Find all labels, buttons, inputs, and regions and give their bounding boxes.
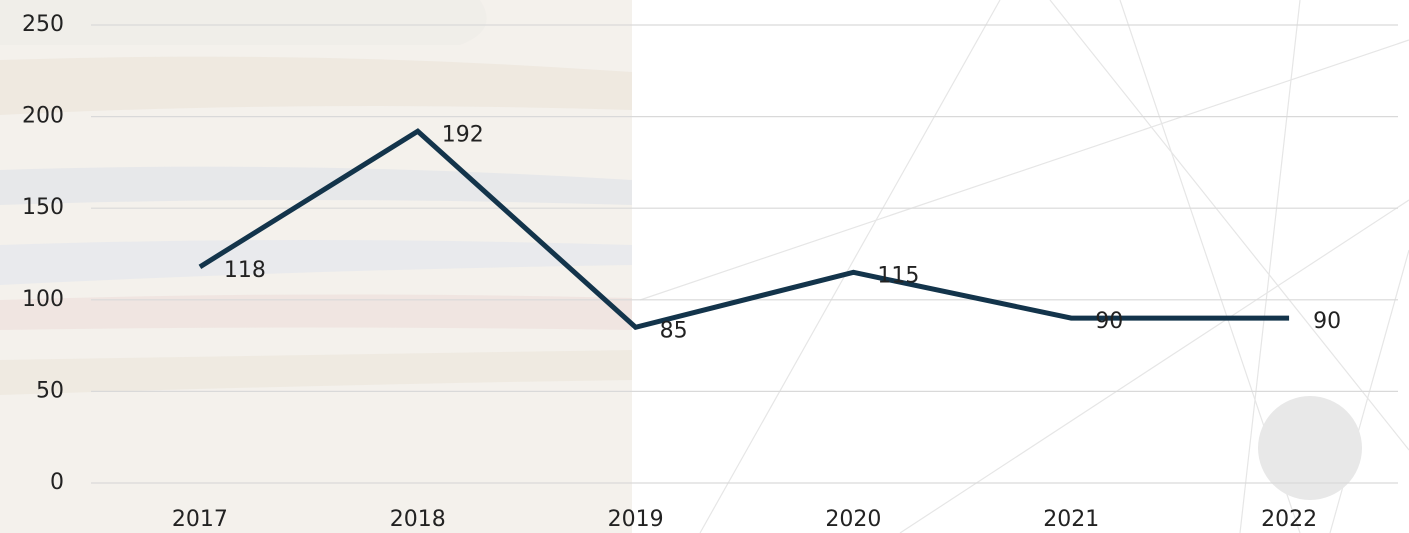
- x-tick-label: 2018: [390, 507, 446, 532]
- y-tick-label: 250: [22, 12, 64, 37]
- x-tick-label: 2019: [608, 507, 664, 532]
- data-label: 85: [660, 318, 688, 343]
- data-label: 192: [442, 122, 484, 147]
- y-tick-label: 50: [36, 378, 64, 403]
- data-label: 118: [224, 258, 266, 283]
- data-label: 90: [1313, 309, 1341, 334]
- y-tick-label: 100: [22, 287, 64, 312]
- data-label: 90: [1095, 309, 1123, 334]
- x-tick-label: 2022: [1261, 507, 1317, 532]
- x-tick-label: 2020: [825, 507, 881, 532]
- data-line: [198, 128, 1290, 331]
- y-tick-label: 200: [22, 104, 64, 129]
- y-tick-label: 150: [22, 195, 64, 220]
- data-label: 115: [877, 263, 919, 288]
- x-tick-label: 2017: [172, 507, 228, 532]
- y-tick-label: 0: [50, 470, 64, 495]
- x-tick-label: 2021: [1043, 507, 1099, 532]
